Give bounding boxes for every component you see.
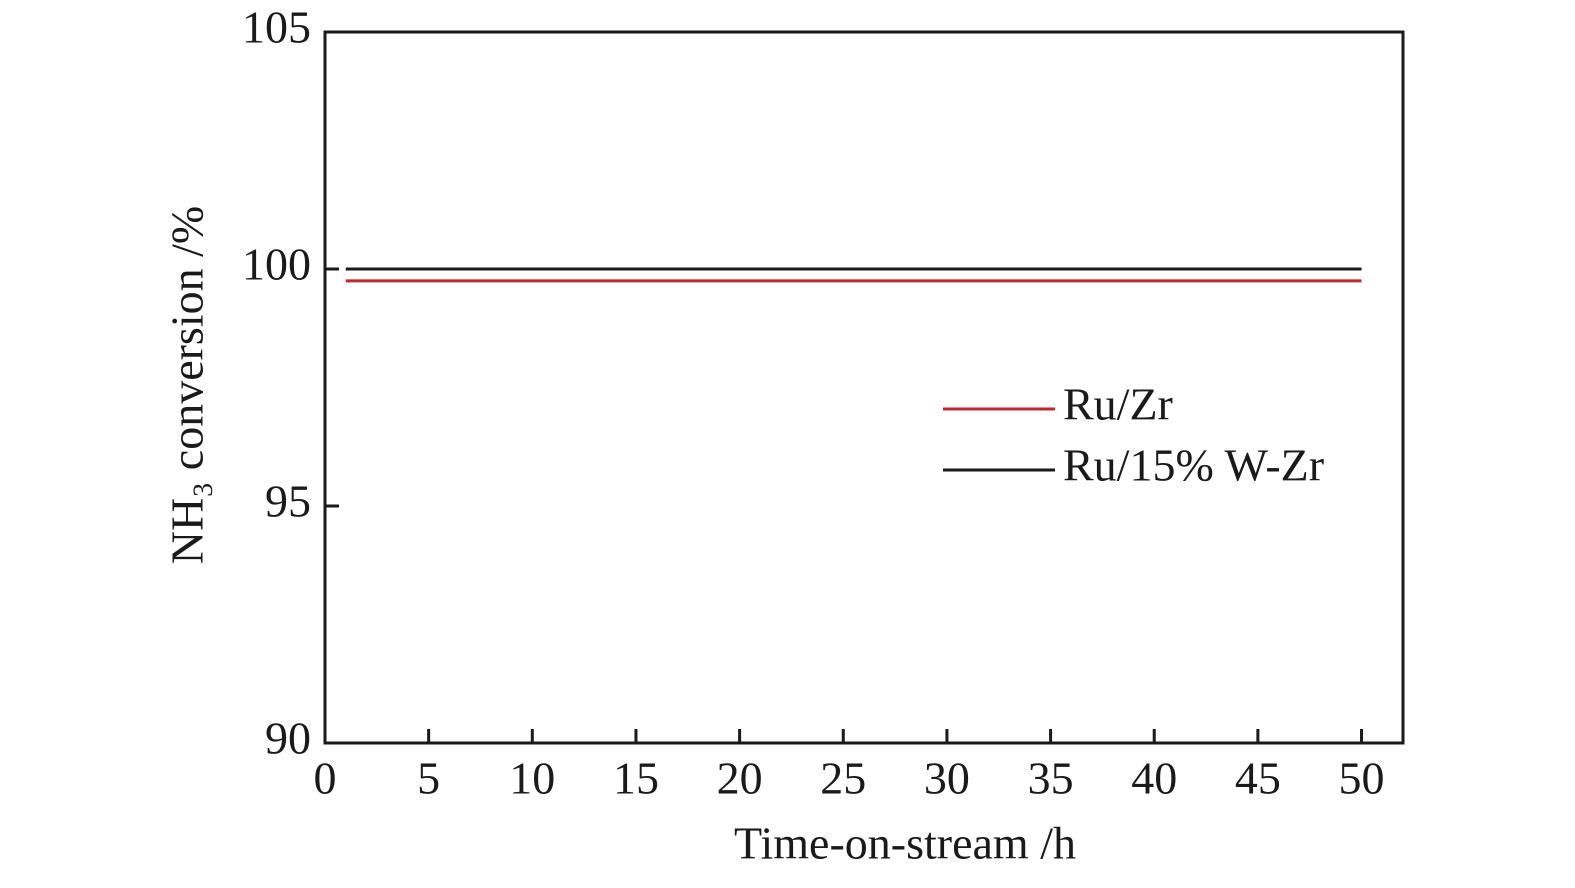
x-tick-label: 5: [417, 753, 440, 804]
y-tick-label: 90: [265, 713, 311, 764]
x-axis-title: Time-on-stream /h: [734, 818, 1076, 869]
x-tick-label: 35: [1028, 753, 1074, 804]
x-tick-label: 20: [717, 753, 763, 804]
x-tick-label: 10: [509, 753, 555, 804]
y-tick-label: 100: [242, 239, 311, 290]
x-tick-label: 30: [924, 753, 970, 804]
y-tick-label: 95: [265, 476, 311, 527]
x-tick-label: 50: [1339, 753, 1385, 804]
x-tick-label: 45: [1235, 753, 1281, 804]
plot-frame: [323, 30, 1405, 745]
y-tick-label: 105: [242, 2, 311, 53]
x-tick-label: 40: [1131, 753, 1177, 804]
x-tick-label: 25: [820, 753, 866, 804]
legend-label: Ru/Zr: [1063, 379, 1173, 430]
x-tick-label: 15: [613, 753, 659, 804]
y-axis-title: NH₃ conversion /%: [162, 206, 213, 564]
legend-label: Ru/15% W-Zr: [1063, 440, 1324, 491]
x-tick-label: 0: [314, 753, 337, 804]
